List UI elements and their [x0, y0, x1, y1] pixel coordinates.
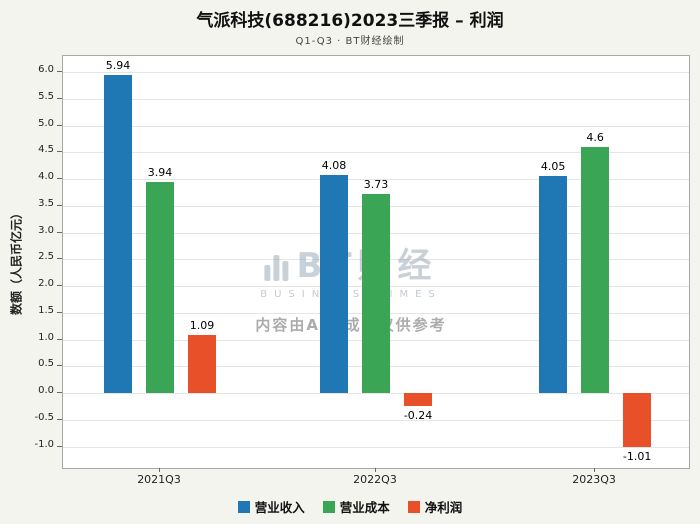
y-tick-label: 3.5 — [38, 197, 54, 209]
y-tick-mark — [57, 338, 62, 340]
gridline — [63, 419, 689, 421]
y-tick-mark — [57, 365, 62, 367]
gridline — [63, 179, 689, 181]
legend-label: 营业收入 — [254, 500, 305, 515]
y-tick-mark — [57, 151, 62, 153]
gridline — [63, 152, 689, 154]
bar — [104, 75, 133, 394]
legend-label: 净利润 — [424, 500, 463, 515]
legend-swatch — [407, 500, 420, 513]
x-tick-mark — [375, 468, 376, 472]
legend: 营业收入 营业成本 净利润 — [0, 497, 700, 516]
legend-item-0: 营业收入 — [237, 497, 305, 516]
bar — [188, 334, 217, 394]
x-tick-label: 2023Q3 — [572, 473, 616, 486]
bar-value-label: 4.08 — [321, 158, 347, 172]
legend-item-2: 净利润 — [407, 497, 463, 516]
bar — [623, 393, 652, 448]
bar-value-label: -0.24 — [403, 408, 433, 422]
y-tick-label: 6.0 — [38, 64, 54, 76]
watermark-brand-row: BT财经 — [264, 238, 437, 287]
y-tick-mark — [57, 71, 62, 73]
bar-value-label: 5.94 — [105, 59, 131, 73]
y-tick-label: 5.5 — [38, 90, 54, 102]
y-tick-label: 4.0 — [38, 171, 54, 183]
legend-label: 营业成本 — [339, 500, 390, 515]
bar-value-label: 3.73 — [363, 177, 389, 191]
y-tick-label: 3.0 — [38, 224, 54, 236]
y-tick-mark — [57, 97, 62, 99]
y-tick-mark — [57, 392, 62, 394]
y-tick-label: -0.5 — [34, 411, 54, 423]
y-tick-label: 0.5 — [38, 358, 54, 370]
bar — [320, 174, 348, 394]
gridline — [63, 393, 689, 395]
y-tick-mark — [57, 204, 62, 206]
watermark-brand-subtext: BUSINESS TIMES — [260, 289, 442, 300]
bar-value-label: 4.05 — [540, 160, 566, 174]
watermark-disclaimer: 内容由AI生成，仅供参考 — [255, 316, 447, 334]
y-tick-label: 4.5 — [38, 144, 54, 156]
bar — [146, 182, 175, 394]
bar-value-label: 1.09 — [189, 318, 215, 332]
y-tick-mark — [57, 285, 62, 287]
y-tick-mark — [57, 445, 62, 447]
legend-item-1: 营业成本 — [322, 497, 390, 516]
x-tick-mark — [159, 468, 161, 472]
bar — [539, 176, 568, 394]
y-tick-label: 1.0 — [38, 331, 54, 343]
y-tick-mark — [57, 231, 62, 233]
y-tick-mark — [57, 124, 62, 126]
bar-value-label: 3.94 — [147, 166, 173, 180]
legend-swatch — [237, 500, 250, 513]
bar — [362, 193, 390, 394]
y-tick-label: 1.5 — [38, 304, 54, 316]
bar-value-label: 4.6 — [586, 130, 604, 144]
legend-swatch — [322, 500, 335, 513]
chart-title: 气派科技(688216)2023三季报 – 利润 — [196, 11, 504, 31]
bar — [404, 393, 432, 406]
bar — [581, 146, 610, 394]
gridline — [63, 446, 689, 448]
y-tick-mark — [57, 418, 62, 420]
x-tick-label: 2021Q3 — [137, 473, 181, 486]
plot-area: BT财经 BUSINESS TIMES 内容由AI生成，仅供参考 5.94 3.9… — [62, 55, 690, 469]
x-tick-label: 2022Q3 — [353, 473, 397, 486]
y-tick-mark — [57, 178, 62, 180]
gridline — [63, 125, 689, 127]
y-tick-label: 0.0 — [38, 385, 54, 397]
gridline — [63, 98, 689, 100]
y-tick-label: 2.0 — [38, 278, 54, 290]
y-tick-mark — [57, 258, 62, 260]
y-tick-label: -1.0 — [34, 438, 54, 450]
chart-subtitle: Q1-Q3 · BT财经绘制 — [295, 36, 405, 47]
gridline — [63, 72, 689, 74]
y-tick-label: 5.0 — [38, 117, 54, 129]
bar-value-label: -1.01 — [622, 450, 652, 464]
x-tick-mark — [594, 468, 596, 472]
y-tick-label: 2.5 — [38, 251, 54, 263]
y-tick-mark — [57, 311, 62, 313]
